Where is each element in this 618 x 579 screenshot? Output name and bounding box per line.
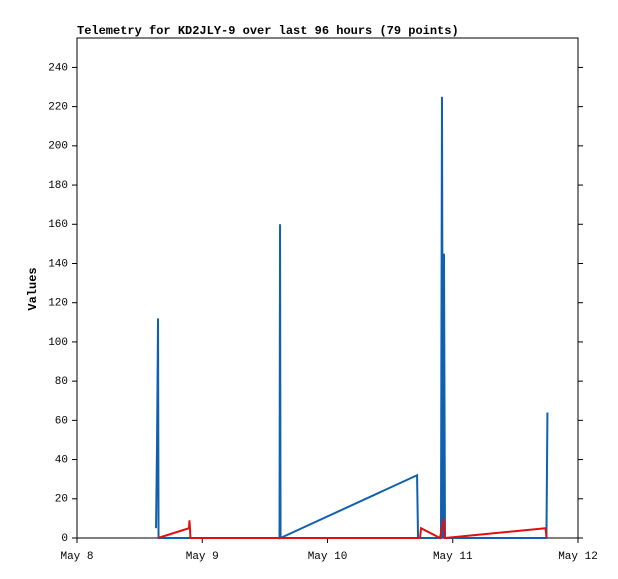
y-tick-label: 80 bbox=[55, 376, 68, 388]
x-tick-label: May 9 bbox=[186, 551, 219, 563]
chart-title: Telemetry for KD2JLY-9 over last 96 hour… bbox=[77, 24, 459, 38]
plot-frame bbox=[76, 37, 579, 539]
x-tick-label: May 12 bbox=[558, 551, 598, 563]
x-tick-label: May 8 bbox=[60, 551, 93, 563]
x-tick-label: May 10 bbox=[308, 551, 348, 563]
y-axis-label: Values bbox=[26, 267, 40, 310]
series-line bbox=[157, 518, 548, 540]
y-tick-label: 160 bbox=[48, 219, 68, 231]
y-tick-label: 120 bbox=[48, 298, 68, 310]
y-tick-label: 20 bbox=[55, 494, 68, 506]
y-tick-label: 200 bbox=[48, 141, 68, 153]
y-tick-label: 140 bbox=[48, 258, 68, 270]
y-tick-label: 220 bbox=[48, 102, 68, 114]
y-tick-label: 100 bbox=[48, 337, 68, 349]
y-tick-label: 0 bbox=[61, 533, 68, 545]
y-tick-label: 240 bbox=[48, 62, 68, 74]
series-line bbox=[155, 96, 549, 540]
y-tick-label: 60 bbox=[55, 415, 68, 427]
y-tick-label: 40 bbox=[55, 454, 68, 466]
x-tick-label: May 11 bbox=[433, 551, 473, 563]
y-tick-label: 180 bbox=[48, 180, 68, 192]
